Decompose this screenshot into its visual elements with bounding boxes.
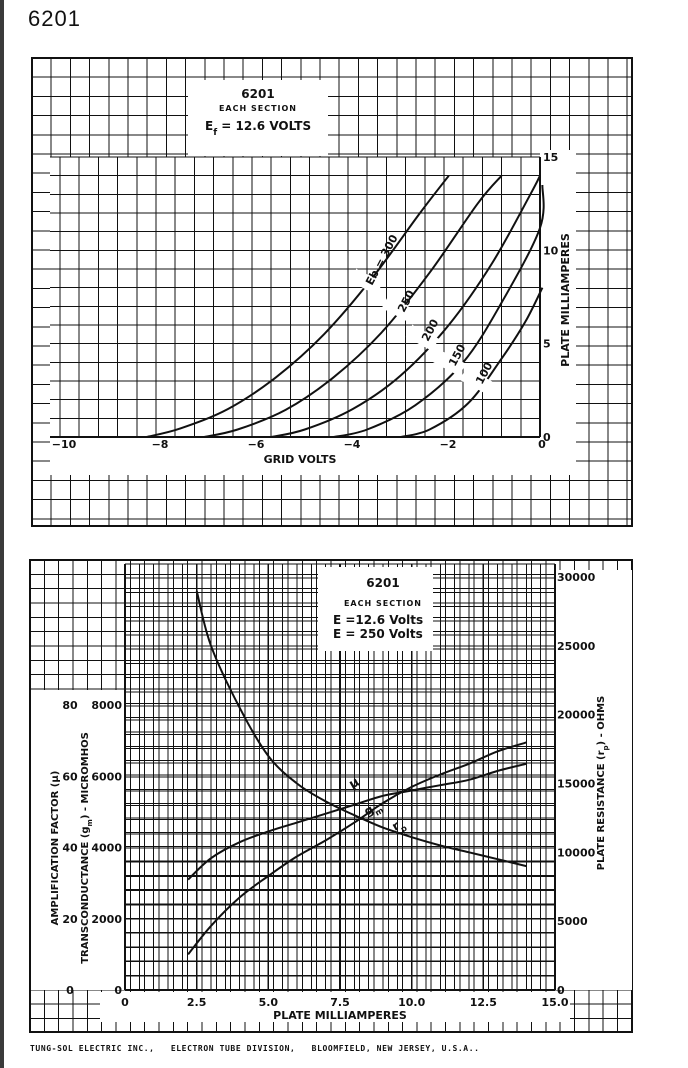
x-tick-label: −2 — [440, 438, 457, 451]
x-tick-label: 0 — [121, 996, 129, 1009]
x-tick-label: 5.0 — [259, 996, 279, 1009]
curve-label-bg — [432, 349, 466, 377]
curve-rp — [195, 590, 527, 868]
gm-axis-title: TRANSCONDUCTANCE (gm) - MICROMHOS — [80, 732, 94, 964]
rp-tick-label: 0 — [557, 984, 565, 997]
page-title: 6201 — [28, 6, 81, 31]
x-tick-label: −8 — [152, 438, 169, 451]
chart1-info-box — [188, 80, 328, 156]
info-box-title: 6201 — [241, 87, 274, 101]
info-box-title: 6201 — [366, 576, 399, 590]
mu-tick-label: 20 — [62, 913, 78, 926]
y-tick-label: 5 — [543, 338, 551, 351]
rp-tick-label: 30000 — [557, 571, 596, 584]
x-tick-label: 2.5 — [187, 996, 207, 1009]
info-box-subtitle: EACH SECTION — [219, 104, 297, 113]
x-tick-label: −6 — [248, 438, 265, 451]
gm-tick-label: 8000 — [91, 699, 122, 712]
y-tick-label: 15 — [543, 151, 558, 164]
x-tick-label: −4 — [344, 438, 361, 451]
gm-tick-label: 6000 — [91, 770, 122, 783]
chart1-x-axis-band — [50, 437, 576, 475]
chart1-plot-area — [50, 157, 540, 437]
rp-tick-label: 15000 — [557, 778, 596, 791]
info-box-filament-voltage: Ef =12.6 Volts — [333, 613, 423, 627]
x-tick-label: 15.0 — [541, 996, 568, 1009]
curve-label-bg — [459, 367, 493, 395]
gm-tick-label: 2000 — [91, 913, 122, 926]
curve-4 — [333, 184, 545, 438]
chart1-frame — [31, 57, 633, 527]
curve-label-bg — [381, 295, 415, 323]
gm-tick-label: 0 — [114, 984, 122, 997]
y-tick-label: 0 — [543, 431, 551, 444]
info-box-subtitle: EACH SECTION — [344, 599, 422, 608]
mu-tick-label: 80 — [62, 699, 78, 712]
curve-μ — [187, 762, 527, 881]
chart2-right-axis-band — [556, 570, 632, 990]
x-tick-label: 0 — [538, 438, 546, 451]
chart2-left-axis-band — [31, 690, 124, 990]
x-axis-title: GRID VOLTS — [264, 453, 337, 466]
x-tick-label: 7.5 — [330, 996, 350, 1009]
curve-label-bg — [349, 268, 383, 296]
rp-tick-label: 20000 — [557, 709, 596, 722]
mu-axis-title: AMPLIFICATION FACTOR (μ) — [50, 771, 61, 926]
transfer-characteristics-chart: −10 −8 −6 −4 −2 0 15 10 5 0 GRID VOLTS PLATE MILLIA… — [31, 57, 633, 527]
gm-tick-label: 4000 — [91, 842, 122, 855]
x-tick-label: 10.0 — [398, 996, 425, 1009]
mu-tick-label: 60 — [62, 770, 78, 783]
info-box-plate-voltage: Eb = 250 Volts — [333, 627, 423, 641]
mu-tick-label: 0 — [66, 984, 74, 997]
curve-gm — [187, 741, 527, 956]
rp-tick-label: 5000 — [557, 915, 588, 928]
y-tick-label: 10 — [543, 244, 559, 257]
chart2-x-axis-band — [100, 992, 570, 1022]
rp-tick-label: 25000 — [557, 640, 596, 653]
chart2-plot-grid — [124, 563, 556, 991]
chart1-y-axis-band — [540, 150, 576, 475]
x-tick-label: −10 — [52, 438, 77, 451]
chart2-info-box-cover — [318, 567, 433, 651]
x-tick-label: 12.5 — [470, 996, 497, 1009]
curve-1 — [146, 175, 450, 438]
window-edge — [0, 0, 4, 1068]
manufacturer-footer: TUNG-SOL ELECTRIC INC., ELECTRON TUBE DI… — [30, 1044, 480, 1053]
rp-tick-label: 10000 — [557, 846, 596, 859]
x-axis-title: PLATE MILLIAMPERES — [273, 1009, 407, 1022]
curve-label-bg — [405, 324, 439, 352]
curve-2 — [203, 175, 503, 438]
y-axis-title: PLATE MILLIAMPERES — [559, 233, 572, 367]
mu-tick-label: 40 — [62, 842, 78, 855]
rp-axis-title: PLATE RESISTANCE (rp) - OHMS — [596, 696, 610, 871]
